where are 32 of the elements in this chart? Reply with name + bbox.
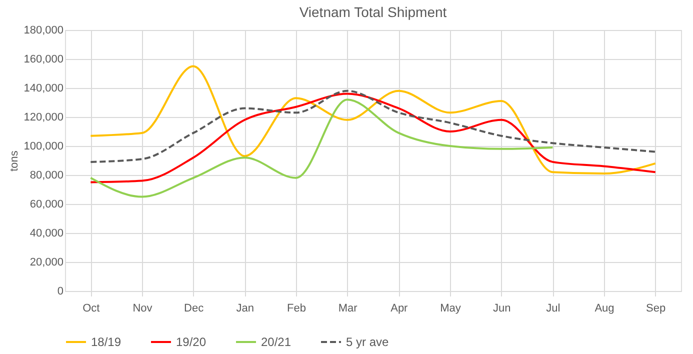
x-tick-label: Nov xyxy=(132,302,153,314)
x-tick-label: Aug xyxy=(594,302,614,314)
y-tick-label: 60,000 xyxy=(30,198,64,210)
line-series xyxy=(90,92,656,184)
y-axis-title: tons xyxy=(8,150,21,172)
x-tick-label: Feb xyxy=(287,302,306,314)
x-tick-label: Oct xyxy=(82,302,100,314)
x-tick-label: May xyxy=(440,302,462,314)
legend-label: 5 yr ave xyxy=(346,335,390,349)
x-tick-label: Sep xyxy=(646,302,666,314)
y-tick-label: 100,000 xyxy=(24,140,64,152)
line-series xyxy=(90,65,656,175)
line-series xyxy=(90,90,656,163)
y-tick-label: 80,000 xyxy=(30,170,64,182)
x-tick-label: Mar xyxy=(338,302,358,314)
y-tick-label: 120,000 xyxy=(24,112,64,124)
line-series xyxy=(90,98,554,198)
x-tick-label: Jun xyxy=(492,302,511,314)
y-tick-label: 20,000 xyxy=(30,256,64,268)
x-tick-label: Dec xyxy=(184,302,204,314)
legend-label: 20/21 xyxy=(261,335,292,349)
y-tick-label: 40,000 xyxy=(30,228,64,240)
x-tick-label: Jul xyxy=(546,302,560,314)
y-tick-label: 160,000 xyxy=(24,54,64,66)
x-tick-label: Apr xyxy=(390,302,408,314)
x-tick-label: Jan xyxy=(236,302,254,314)
y-tick-label: 0 xyxy=(57,286,64,298)
legend-label: 18/19 xyxy=(91,335,122,349)
y-tick-label: 140,000 xyxy=(24,82,64,94)
chart-title: Vietnam Total Shipment xyxy=(299,4,447,20)
y-tick-label: 180,000 xyxy=(24,24,64,36)
legend-label: 19/20 xyxy=(176,335,206,349)
